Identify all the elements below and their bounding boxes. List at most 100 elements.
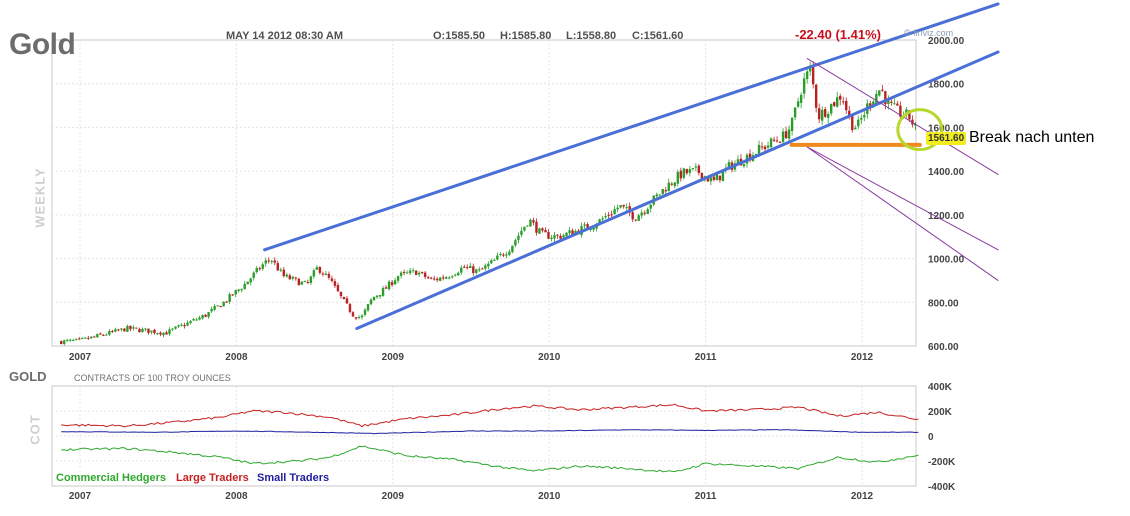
candle-body xyxy=(616,207,619,210)
candle-body xyxy=(448,277,451,279)
legend-large-traders: Large Traders xyxy=(176,472,249,484)
candle-body xyxy=(814,84,818,108)
candle-body xyxy=(288,275,292,280)
candle-body xyxy=(249,278,252,283)
candle-body xyxy=(863,115,866,118)
candle-body xyxy=(833,102,836,106)
candle-body xyxy=(649,204,652,209)
legend-commercial-hedgers: Commercial Hedgers xyxy=(56,472,167,484)
main-x-tick-label: 2009 xyxy=(382,352,405,363)
cot-x-tick-label: 2009 xyxy=(382,491,405,502)
candle-body xyxy=(625,207,628,209)
candle-body xyxy=(529,219,532,227)
candle-body xyxy=(264,260,267,264)
candle-body xyxy=(93,336,96,338)
candle-body xyxy=(679,170,683,179)
candle-body xyxy=(72,339,75,341)
candle-body xyxy=(622,204,625,207)
cot-x-tick-label: 2008 xyxy=(225,491,248,502)
candle-body xyxy=(454,274,457,276)
candle-body xyxy=(180,324,183,326)
candle-body xyxy=(595,225,598,229)
candle-body xyxy=(589,228,592,230)
candle-body xyxy=(854,127,857,130)
candle-body xyxy=(466,267,469,269)
candle-body xyxy=(99,333,102,335)
candle-body xyxy=(842,101,845,103)
candle-body xyxy=(787,129,791,139)
candle-body xyxy=(432,278,436,280)
candle-body xyxy=(869,103,872,106)
candle-body xyxy=(893,103,896,105)
candle-body xyxy=(808,65,812,72)
candle-body xyxy=(87,337,90,339)
candle-body xyxy=(709,177,713,182)
main-x-tick-label: 2011 xyxy=(695,352,717,363)
candle-body xyxy=(90,336,93,339)
brand-link[interactable]: © finviz.com xyxy=(904,28,954,38)
candle-body xyxy=(845,100,848,111)
candle-body xyxy=(526,225,529,227)
cot-y-tick-label: -400K xyxy=(928,482,956,493)
candle-body xyxy=(676,172,680,184)
candle-body xyxy=(225,301,228,303)
candle-body xyxy=(408,270,412,274)
candle-body xyxy=(75,338,78,340)
candle-body xyxy=(685,169,689,174)
candle-body xyxy=(423,272,427,277)
candle-body xyxy=(372,296,376,301)
candle-body xyxy=(553,235,556,239)
candle-body xyxy=(396,276,400,281)
candle-body xyxy=(363,309,367,315)
candle-body xyxy=(348,304,352,312)
candle-body xyxy=(327,273,331,278)
candle-body xyxy=(592,227,595,230)
candle-body xyxy=(890,101,893,103)
candle-body xyxy=(411,270,415,272)
candle-body xyxy=(354,317,358,319)
candle-body xyxy=(851,115,854,131)
candle-body xyxy=(342,296,346,299)
candle-body xyxy=(727,162,731,168)
candle-body xyxy=(162,332,165,336)
candle-body xyxy=(817,108,821,120)
candle-body xyxy=(640,212,643,216)
candle-body xyxy=(478,269,481,271)
candle-body xyxy=(610,214,613,216)
candle-body xyxy=(336,285,340,292)
candle-body xyxy=(875,93,878,104)
candle-body xyxy=(673,182,677,187)
candle-body xyxy=(830,103,833,114)
candle-body xyxy=(781,131,785,142)
candle-body xyxy=(472,266,475,274)
candle-body xyxy=(384,287,388,289)
close-label: C:1561.60 xyxy=(632,30,684,42)
candle-body xyxy=(586,224,589,229)
candle-body xyxy=(655,194,658,197)
candle-body xyxy=(252,272,255,278)
candle-body xyxy=(538,228,541,234)
candle-body xyxy=(123,328,126,332)
main-y-tick-label: 800.00 xyxy=(928,298,959,309)
candle-body xyxy=(688,169,692,173)
candle-body xyxy=(204,314,207,317)
candle-body xyxy=(357,317,361,319)
candle-body xyxy=(502,254,505,256)
candle-body xyxy=(760,146,764,148)
candle-body xyxy=(836,97,839,107)
candle-body xyxy=(69,339,72,341)
candle-body xyxy=(267,260,270,262)
candle-body xyxy=(658,194,661,196)
candle-body xyxy=(881,89,884,91)
candle-body xyxy=(126,325,129,332)
cot-x-tick-label: 2010 xyxy=(538,491,561,502)
candle-body xyxy=(321,273,325,275)
candle-body xyxy=(96,334,99,338)
candle-body xyxy=(496,255,499,260)
candle-body xyxy=(619,205,622,208)
candle-body xyxy=(607,214,610,216)
trendline-channel-upper xyxy=(263,2,1000,252)
trendline-channel-lower xyxy=(355,50,1000,331)
candle-body xyxy=(682,168,686,178)
